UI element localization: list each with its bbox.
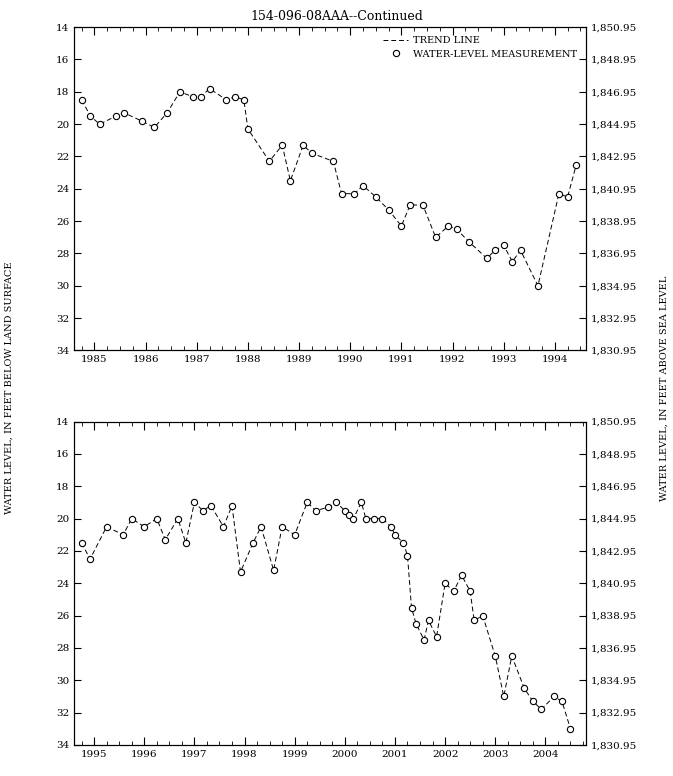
Legend: TREND LINE, WATER-LEVEL MEASUREMENT: TREND LINE, WATER-LEVEL MEASUREMENT xyxy=(380,32,581,63)
Text: 154-096-08AAA--Continued: 154-096-08AAA--Continued xyxy=(250,10,423,23)
Text: WATER LEVEL, IN FEET ABOVE SEA LEVEL: WATER LEVEL, IN FEET ABOVE SEA LEVEL xyxy=(660,275,669,501)
Text: WATER LEVEL, IN FEET BELOW LAND SURFACE: WATER LEVEL, IN FEET BELOW LAND SURFACE xyxy=(4,262,13,514)
